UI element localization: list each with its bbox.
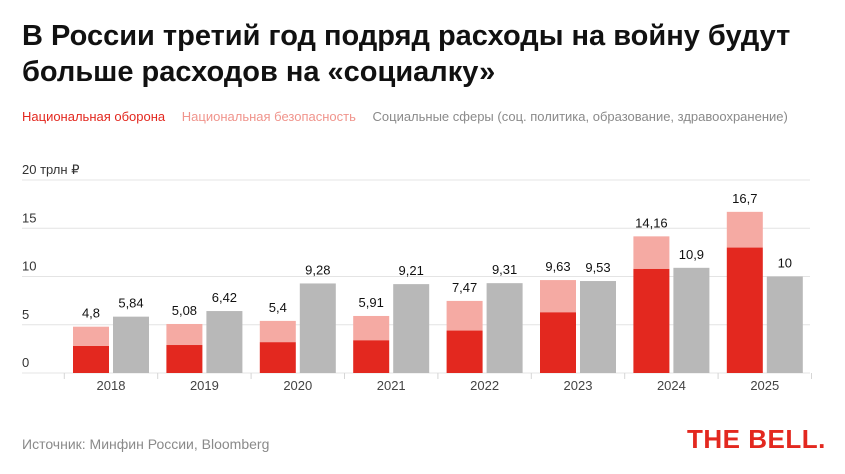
- data-label-military: 14,16: [635, 215, 668, 230]
- legend: Национальная оборона Национальная безопа…: [22, 109, 801, 124]
- bar-security: [166, 323, 203, 346]
- data-label-social: 9,53: [585, 260, 610, 275]
- data-label-military: 4,8: [82, 306, 100, 321]
- data-label-social: 5,84: [118, 296, 143, 311]
- bar-security: [353, 315, 390, 341]
- data-label-social: 10,9: [679, 247, 704, 262]
- y-tick-label: 0: [22, 355, 29, 370]
- data-label-social: 9,31: [492, 262, 517, 277]
- bar-defense: [73, 345, 109, 373]
- bar-social: [206, 311, 243, 373]
- source-note: Источник: Минфин России, Bloomberg: [22, 436, 270, 452]
- bar-defense: [446, 330, 483, 373]
- bar-defense: [166, 345, 203, 373]
- bar-chart: 0 5 10 15 20 трлн ₽ 4,8 5,84 2018 5,08 6,42 2019 5,…: [22, 162, 812, 393]
- data-label-military: 16,7: [732, 191, 757, 206]
- legend-item-security: Национальная безопасность: [181, 109, 356, 124]
- x-tick-label: 2024: [657, 378, 686, 393]
- x-tick-label: 2022: [470, 378, 499, 393]
- x-tick-label: 2019: [190, 378, 219, 393]
- x-tick-label: 2021: [377, 378, 406, 393]
- bar-social: [113, 316, 149, 373]
- bar-social: [673, 267, 710, 373]
- x-tick-label: 2020: [283, 378, 312, 393]
- y-tick-label: 20 трлн ₽: [22, 162, 79, 177]
- bar-social: [766, 276, 803, 373]
- bar-social: [299, 283, 336, 373]
- data-label-military: 5,08: [172, 303, 197, 318]
- legend-item-defense: Национальная оборона: [22, 109, 166, 124]
- y-tick-label: 15: [22, 210, 36, 225]
- bar-security: [446, 300, 483, 331]
- bar-security: [259, 320, 296, 343]
- data-label-military: 5,91: [359, 295, 384, 310]
- bar-security: [726, 211, 763, 248]
- y-tick-label: 5: [22, 307, 29, 322]
- bar-security: [540, 280, 576, 313]
- x-tick-label: 2025: [750, 378, 779, 393]
- data-label-military: 5,4: [269, 300, 287, 315]
- bar-defense: [726, 247, 763, 373]
- data-label-military: 7,47: [452, 280, 477, 295]
- bar-defense: [633, 268, 670, 373]
- data-label-social: 9,28: [305, 262, 330, 277]
- bar-defense: [353, 340, 390, 373]
- bar-security: [633, 236, 670, 269]
- x-tick-label: 2018: [97, 378, 126, 393]
- data-label-social: 10: [778, 256, 792, 271]
- bar-social: [393, 284, 430, 373]
- bar-social: [580, 281, 616, 373]
- bar-security: [73, 326, 109, 346]
- bar-defense: [259, 342, 296, 373]
- data-label-military: 9,63: [545, 259, 570, 274]
- chart-title: В России третий год подряд расходы на во…: [22, 20, 791, 88]
- data-label-social: 9,21: [399, 263, 424, 278]
- bar-defense: [540, 312, 576, 373]
- data-label-social: 6,42: [212, 290, 237, 305]
- x-tick-label: 2023: [564, 378, 593, 393]
- y-tick-label: 10: [22, 259, 36, 274]
- bar-social: [486, 283, 523, 373]
- brand-logo: THE BELL.: [687, 424, 826, 454]
- legend-item-social: Социальные сферы (соц. политика, образов…: [372, 109, 788, 124]
